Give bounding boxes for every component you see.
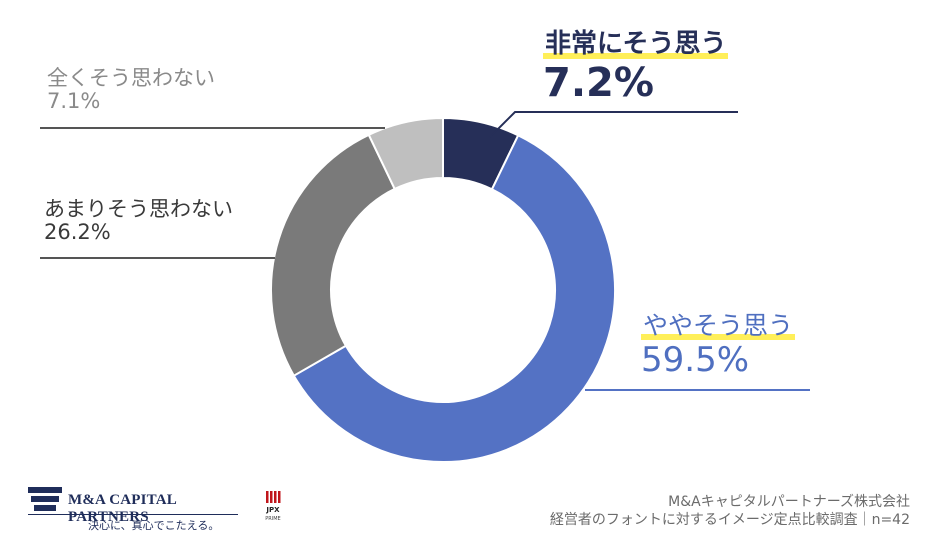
slice-name: 全くそう思わない (47, 66, 215, 90)
leader-lines (40, 111, 810, 391)
slice-name: ややそう思う (641, 311, 796, 340)
donut-slices (270, 116, 616, 463)
label-very-agree: 非常にそう思う 7.2% (543, 29, 729, 106)
jpx-label: JPX (266, 506, 280, 514)
label-somewhat-agree: ややそう思う 59.5% (641, 311, 796, 380)
slice-value: 26.2% (44, 220, 111, 245)
company-logo-icon (28, 487, 62, 511)
slice-value: 59.5% (641, 339, 750, 380)
jpx-prime-badge: JPX PRIME (258, 489, 288, 529)
company-logo-block: M&A CAPITAL PARTNERS 決心に、真心でこたえる。 (28, 486, 243, 534)
slice-not-at-all (367, 116, 444, 191)
leader-line-very-agree (489, 111, 738, 138)
slice-not-much (270, 133, 397, 378)
survey-note: 経営者のフォントに対するイメージ定点比較調査｜n=42 (549, 511, 910, 528)
slice-somewhat-agree (292, 133, 616, 463)
source-credit: M&Aキャピタルパートナーズ株式会社 経営者のフォントに対するイメージ定点比較調… (550, 494, 910, 529)
slice-name: 非常にそう思う (543, 29, 729, 59)
brand-tagline: 決心に、真心でこたえる。 (88, 520, 220, 532)
jpx-logo-icon (266, 491, 281, 503)
jpx-sub-label: PRIME (265, 516, 281, 522)
label-not-much: あまりそう思わない 26.2% (44, 197, 233, 245)
label-not-at-all: 全くそう思わない 7.1% (47, 66, 215, 114)
company-name: M&Aキャピタルパートナーズ株式会社 (668, 494, 910, 510)
slice-name: あまりそう思わない (44, 197, 233, 221)
slice-value: 7.1% (47, 89, 101, 114)
brand-divider (28, 514, 238, 515)
slice-value: 7.2% (543, 59, 654, 106)
brand-name: M&A CAPITAL PARTNERS (68, 492, 177, 525)
